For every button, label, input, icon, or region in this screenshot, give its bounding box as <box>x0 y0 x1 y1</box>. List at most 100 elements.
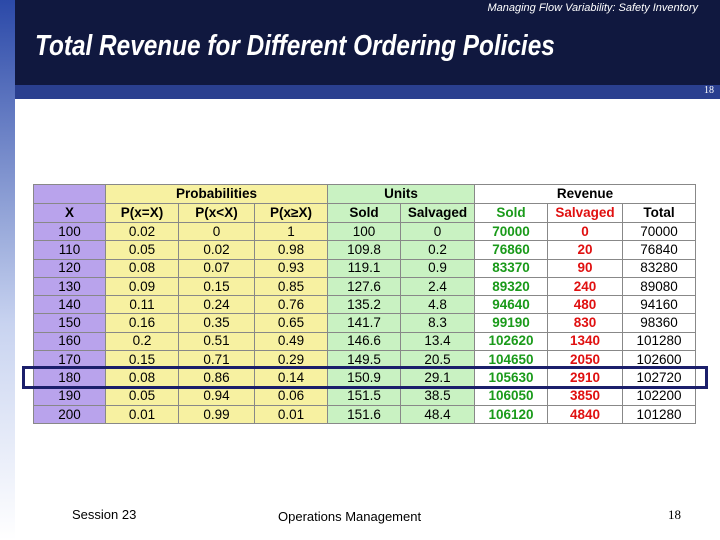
table-cell: 0.06 <box>254 386 328 406</box>
table-cell: 110 <box>33 240 106 260</box>
footer-page-number: 18 <box>668 507 681 522</box>
table-cell: 160 <box>33 331 106 352</box>
table-cell: 83370 <box>474 258 548 278</box>
table-cell: 190 <box>33 386 106 406</box>
column-header: X <box>33 203 106 223</box>
side-bar <box>0 0 15 540</box>
table-cell: 0.11 <box>105 295 179 315</box>
table-cell: 90 <box>547 258 623 278</box>
group-header: Revenue <box>474 184 696 204</box>
table-cell: 0.05 <box>105 240 179 260</box>
table-cell: 150 <box>33 313 106 333</box>
table-cell: 0.07 <box>178 258 255 278</box>
table-cell: 0.05 <box>105 386 179 406</box>
table-row: 110 0.05 0.02 0.98 109.8 0.2 76860 20 76840 <box>33 240 696 260</box>
table-cell: 0.51 <box>178 331 255 352</box>
table-cell: 2910 <box>547 368 623 388</box>
table-cell: 106050 <box>474 386 548 406</box>
table-row: 130 0.09 0.15 0.85 127.6 2.4 89320 240 89080 <box>33 276 696 297</box>
column-header: P(x=X) <box>105 203 179 223</box>
table-cell: 0.99 <box>178 404 255 425</box>
column-header: P(x≥X) <box>254 203 328 223</box>
table-cell: 1 <box>254 221 328 242</box>
table-row: 170 0.15 0.71 0.29 149.5 20.5 104650 2050 102600 <box>33 350 696 370</box>
table-cell: 102200 <box>622 386 696 406</box>
table-cell: 0.85 <box>254 276 328 297</box>
table-cell: 1340 <box>547 331 623 352</box>
table-cell: 0.2 <box>105 331 179 352</box>
table-cell: 109.8 <box>327 240 401 260</box>
table-row: 190 0.05 0.94 0.06 151.5 38.5 106050 3850 102200 <box>33 386 696 406</box>
table-cell: 4840 <box>547 404 623 425</box>
table-cell: 101280 <box>622 404 696 425</box>
table-cell: 83280 <box>622 258 696 278</box>
table-cell: 106120 <box>474 404 548 425</box>
table-cell: 170 <box>33 350 106 370</box>
table-cell: 0 <box>547 221 623 242</box>
table-cell: 89320 <box>474 276 548 297</box>
group-header: Units <box>327 184 475 204</box>
table-row: 180 0.08 0.86 0.14 150.9 29.1 105630 2910 102720 <box>33 368 696 388</box>
table-cell: 0.01 <box>254 404 328 425</box>
table-row: 140 0.11 0.24 0.76 135.2 4.8 94640 480 94160 <box>33 295 696 315</box>
table-cell: 0.71 <box>178 350 255 370</box>
table-cell: 0.15 <box>178 276 255 297</box>
table-cell: 8.3 <box>400 313 475 333</box>
table-cell: 3850 <box>547 386 623 406</box>
table-cell: 13.4 <box>400 331 475 352</box>
table-cell: 127.6 <box>327 276 401 297</box>
table-cell: 0.14 <box>254 368 328 388</box>
table-cell: 140 <box>33 295 106 315</box>
table-cell: 0.65 <box>254 313 328 333</box>
table-cell: 150.9 <box>327 368 401 388</box>
page-number: 18 <box>704 85 714 96</box>
table-cell: 0.9 <box>400 258 475 278</box>
table-cell: 141.7 <box>327 313 401 333</box>
table-cell: 0.08 <box>105 368 179 388</box>
table-cell: 0 <box>178 221 255 242</box>
table-cell: 100 <box>33 221 106 242</box>
table-cell: 0.09 <box>105 276 179 297</box>
table-cell: 0.76 <box>254 295 328 315</box>
table-cell: 0.93 <box>254 258 328 278</box>
table-cell: 0 <box>400 221 475 242</box>
table-cell: 94160 <box>622 295 696 315</box>
column-header: P(x<X) <box>178 203 255 223</box>
column-header: Total <box>622 203 696 223</box>
table-cell: 0.2 <box>400 240 475 260</box>
column-header: Salvaged <box>547 203 623 223</box>
table-cell: 70000 <box>474 221 548 242</box>
table-cell: 0.29 <box>254 350 328 370</box>
session: Session 23 <box>72 507 137 522</box>
subtitle: Managing Flow Variability: Safety Invent… <box>487 2 698 14</box>
table-row: 200 0.01 0.99 0.01 151.6 48.4 106120 4840 101280 <box>33 404 696 425</box>
table-cell: 89080 <box>622 276 696 297</box>
group-header: Probabilities <box>105 184 328 204</box>
revenue-table: Probabilities Units Revenue X P(x=X) P(x<X) P(… <box>33 184 696 425</box>
table-cell: 180 <box>33 368 106 388</box>
column-header: Salvaged <box>400 203 475 223</box>
column-header: Sold <box>327 203 401 223</box>
table-cell: 0.24 <box>178 295 255 315</box>
table-cell: 20 <box>547 240 623 260</box>
table-cell: 100 <box>327 221 401 242</box>
table-row: 160 0.2 0.51 0.49 146.6 13.4 102620 1340 101280 <box>33 331 696 352</box>
table-cell: 135.2 <box>327 295 401 315</box>
table-cell: 120 <box>33 258 106 278</box>
table-cell: 0.15 <box>105 350 179 370</box>
title: Total Revenue for Different Ordering Pol… <box>35 30 555 62</box>
table-cell: 151.6 <box>327 404 401 425</box>
table-cell: 119.1 <box>327 258 401 278</box>
table-row: 120 0.08 0.07 0.93 119.1 0.9 83370 90 83280 <box>33 258 696 278</box>
banner <box>15 0 720 85</box>
table-cell: 0.86 <box>178 368 255 388</box>
table-cell: 0.02 <box>178 240 255 260</box>
column-header: Sold <box>474 203 548 223</box>
table-cell: 104650 <box>474 350 548 370</box>
table-cell: 76840 <box>622 240 696 260</box>
table-cell: 0.08 <box>105 258 179 278</box>
table-cell: 98360 <box>622 313 696 333</box>
table-cell: 4.8 <box>400 295 475 315</box>
table-cell: 101280 <box>622 331 696 352</box>
